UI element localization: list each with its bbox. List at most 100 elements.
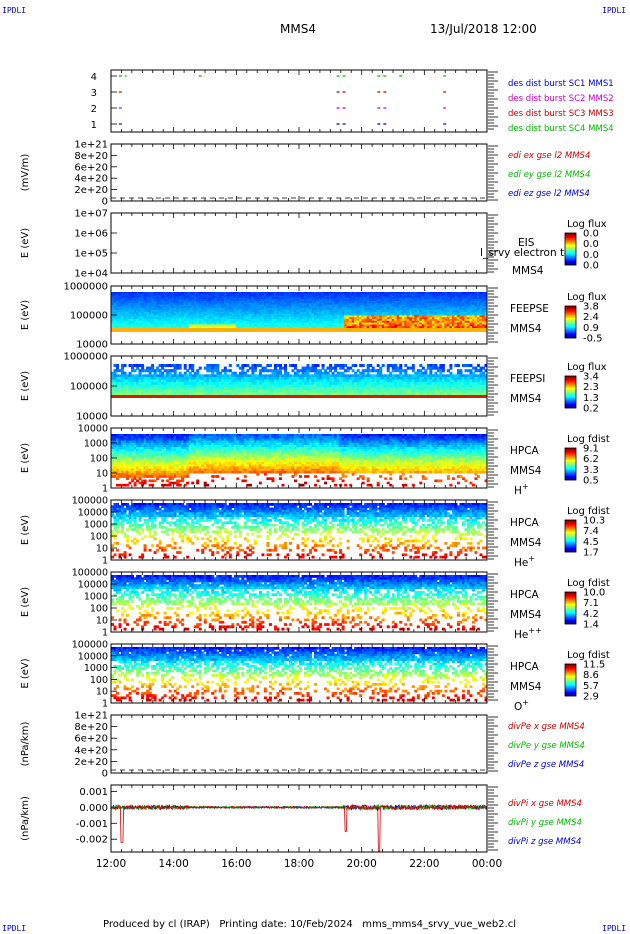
feepse-pixel (288, 322, 292, 325)
feepsi-pixel (181, 387, 185, 391)
feepse-pixel (216, 317, 220, 320)
feepse-pixel (281, 292, 285, 295)
feepse-pixel (466, 306, 470, 309)
feepse-pixel (461, 322, 465, 325)
feepse-pixel (231, 295, 235, 298)
feepsi-pixel (156, 392, 160, 396)
feepse-pixel (131, 317, 135, 320)
feepse-pixel (246, 322, 250, 325)
feepse-pixel (419, 326, 423, 329)
feepse-pixel (178, 313, 182, 316)
feepse-pixel (211, 306, 215, 309)
feepse-pixel (411, 295, 415, 298)
feepse-pixel (404, 310, 408, 313)
feepse-pixel (148, 304, 152, 307)
feepse-pixel (336, 315, 340, 318)
feepse-pixel (306, 302, 310, 306)
feepse-pixel (211, 315, 215, 318)
feepse-pixel (359, 319, 363, 322)
feepse-pixel (258, 302, 262, 306)
feepse-pixel (296, 315, 300, 318)
feepsi-pixel (151, 389, 155, 393)
edi-frame (110, 143, 488, 202)
feepse-pixel (261, 302, 265, 306)
feepse-pixel (356, 326, 360, 329)
feepse-pixel (173, 302, 177, 306)
feepse-pixel (386, 308, 390, 311)
feepse-pixel (123, 313, 127, 316)
feepse-pixel (379, 299, 383, 302)
feepse-pixel (288, 319, 292, 322)
feepse-pixel (316, 311, 320, 315)
feepse-pixel (359, 320, 363, 324)
feepsi-pixel (196, 387, 200, 391)
feepse-pixel (451, 301, 455, 304)
feepse-pixel (263, 295, 267, 298)
feepse-pixel (191, 322, 195, 325)
feepse-pixel (414, 313, 418, 316)
feepse-pixel (121, 320, 125, 324)
feepse-pixel (253, 310, 257, 313)
feepse-pixel (211, 324, 215, 327)
feepse-pixel (243, 313, 247, 316)
feepse-pixel (384, 313, 388, 316)
feepse-pixel (461, 297, 465, 300)
feepse-pixel (183, 292, 187, 295)
feepse-pixel (379, 324, 383, 327)
feepse-pixel (211, 299, 215, 302)
feepse-pixel (116, 322, 120, 325)
feepsi-pixel (278, 389, 282, 393)
feepse-pixel (331, 304, 335, 307)
feepse-pixel (456, 301, 460, 304)
feepse-pixel (151, 304, 155, 307)
feepse-pixel (128, 293, 132, 297)
eis-colorbar-cell (565, 257, 576, 259)
feepsi-pixel (206, 364, 210, 368)
feepsi-pixel (223, 389, 227, 393)
feepsi-pixel (258, 389, 262, 393)
feepse-pixel (213, 324, 217, 327)
feepse-pixel (278, 302, 282, 306)
feepsi-pixel (171, 369, 175, 373)
feepse-pixel (186, 313, 190, 316)
feepsi-pixel (121, 364, 125, 368)
feepse-pixel (419, 319, 423, 322)
feepse-pixel (126, 292, 130, 295)
feepse-pixel (421, 292, 425, 295)
feepse-pixel (116, 313, 120, 316)
feepsi-pixel (276, 364, 280, 368)
feepse-pixel (306, 311, 310, 315)
feepse-pixel (266, 324, 270, 327)
feepsi-pixel (241, 376, 245, 380)
feepse-pixel (156, 315, 160, 318)
feepse-pixel (409, 310, 413, 313)
feepse-pixel (121, 306, 125, 309)
feepse-pixel (394, 311, 398, 315)
feepsi-pixel (263, 387, 267, 391)
feepse-pixel (186, 301, 190, 304)
feepse-pixel (113, 301, 117, 304)
burst-ytick-label: 4 (91, 72, 97, 83)
feepse-pixel (253, 292, 257, 295)
feepsi-pixel (278, 374, 282, 378)
feepse-pixel (176, 297, 180, 300)
feepse-pixel (309, 306, 313, 309)
feepse-pixel (384, 292, 388, 295)
feepse-pixel (193, 308, 197, 311)
feepse-pixel (258, 292, 262, 295)
feepse-pixel (311, 308, 315, 311)
feepse-pixel (196, 292, 200, 295)
feepsi-pixel (278, 369, 282, 373)
feepse-pixel (471, 315, 475, 318)
feepse-pixel (246, 297, 250, 300)
feepse-pixel (158, 311, 162, 315)
feepse-pixel (196, 302, 200, 306)
feepse-pixel (263, 304, 267, 307)
feepse-pixel (231, 308, 235, 311)
feepse-pixel (151, 302, 155, 306)
feepse-pixel (161, 311, 165, 315)
feepse-pixel (394, 320, 398, 324)
feepse-pixel (439, 320, 443, 324)
feepse-pixel (404, 295, 408, 298)
eis-spacecraft-label: MMS4 (512, 265, 544, 277)
